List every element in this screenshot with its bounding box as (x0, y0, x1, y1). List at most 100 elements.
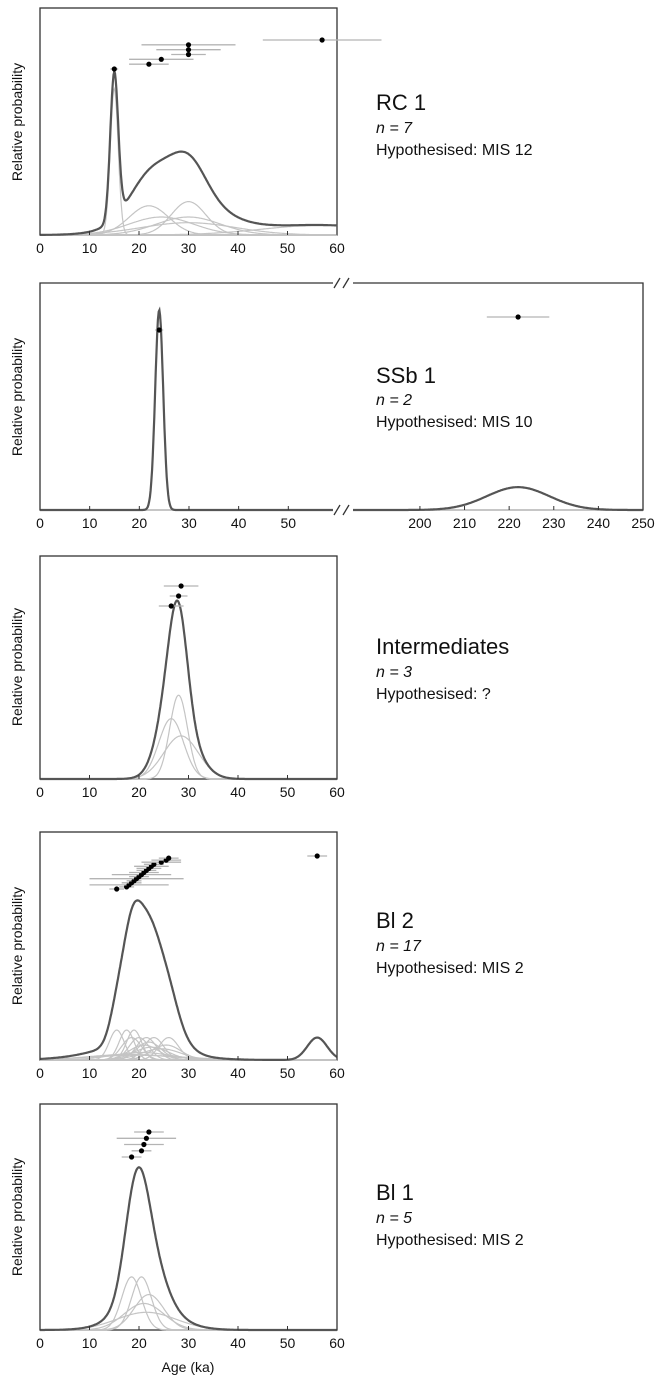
age-point (111, 66, 117, 72)
y-axis-label: Relative probability (9, 1158, 25, 1276)
panel-rc1: Relative probability 0 10 20 30 40 50 60 RC 1 … (9, 7, 533, 256)
axis-break-marks (333, 276, 353, 517)
x-tick-label: 40 (230, 784, 246, 800)
x-tick-label: 50 (280, 1335, 296, 1351)
age-point (141, 1141, 147, 1148)
x-axis-ticks: 0 10 20 30 40 50 60 (36, 1326, 345, 1351)
age-point (114, 886, 120, 892)
x-tick-label: 20 (131, 240, 147, 256)
age-point (178, 583, 184, 589)
individual-age-curve (40, 694, 337, 780)
plot-frame (39, 282, 644, 511)
x-tick-label: 30 (181, 515, 197, 531)
x-tick-label: 10 (82, 240, 98, 256)
age-point (158, 859, 164, 865)
x-axis-ticks: 0 10 20 30 40 50 60 (36, 1056, 345, 1081)
plot-marks (39, 853, 338, 1061)
x-axis-label: Age (ka) (162, 1359, 215, 1375)
x-tick-label: 40 (230, 240, 246, 256)
plot-marks (40, 306, 643, 512)
age-point (138, 1148, 145, 1154)
age-point (515, 314, 521, 320)
x-tick-label: 50 (280, 784, 296, 800)
x-tick-label: 30 (181, 1335, 197, 1351)
x-tick-label: 10 (82, 784, 98, 800)
x-tick-label: 30 (181, 784, 197, 800)
x-tick-label: 20 (131, 784, 147, 800)
age-point (185, 42, 192, 48)
plot-frame (39, 1103, 338, 1331)
panel-title: SSb 1 (376, 363, 436, 388)
x-axis-ticks: 0 10 20 30 40 50 60 (36, 231, 345, 256)
individual-age-curve (40, 1294, 337, 1331)
hypothesis-label: Hypothesised: MIS 2 (376, 960, 524, 977)
plot-marks (40, 37, 382, 236)
summed-probability-curve (40, 68, 338, 236)
x-tick-label: 20 (131, 1065, 147, 1081)
summed-probability-curve (40, 306, 643, 512)
x-tick-label: 50 (280, 1065, 296, 1081)
panel-bl1: Relative probability 0 10 20 30 40 50 60 Bl 1 … (9, 1103, 524, 1375)
panel-ssb1: Relative probability 0 10 20 30 40 50 200 210 22… (9, 276, 655, 531)
x-tick-label: 30 (181, 240, 197, 256)
sample-count: n = 2 (376, 392, 412, 409)
age-point (129, 1154, 135, 1160)
x-tick-label: 230 (542, 515, 566, 531)
y-axis-label: Relative probability (9, 887, 25, 1005)
x-tick-label: 40 (230, 1335, 246, 1351)
age-point (176, 593, 182, 599)
x-tick-label: 40 (231, 515, 247, 531)
plot-frame (39, 831, 338, 1061)
age-point (146, 1129, 152, 1135)
age-point (151, 861, 157, 867)
panel-title: RC 1 (376, 90, 426, 115)
hypothesis-label: Hypothesised: ? (376, 686, 491, 703)
age-point (146, 61, 152, 67)
individual-age-curve (40, 718, 337, 780)
x-tick-label: 200 (408, 515, 432, 531)
sample-count: n = 17 (376, 938, 422, 955)
x-tick-label: 250 (631, 515, 655, 531)
x-tick-label: 50 (280, 240, 296, 256)
summed-probability-curve (40, 1166, 337, 1332)
x-tick-label: 0 (36, 240, 44, 256)
x-tick-label: 210 (453, 515, 477, 531)
x-tick-label: 60 (329, 1335, 345, 1351)
panel-title: Intermediates (376, 634, 509, 659)
x-axis-ticks: 0 10 20 30 40 50 200 210 220 230 240 250 (36, 506, 655, 531)
individual-age-curve (40, 1276, 337, 1331)
x-tick-label: 220 (497, 515, 521, 531)
age-point (185, 51, 192, 58)
x-axis-ticks: 0 10 20 30 40 50 60 (36, 775, 345, 800)
x-tick-label: 0 (36, 784, 44, 800)
x-tick-label: 10 (82, 515, 98, 531)
hypothesis-label: Hypothesised: MIS 2 (376, 1232, 524, 1249)
hypothesis-label: Hypothesised: MIS 10 (376, 414, 533, 431)
summed-probability-curve (40, 599, 337, 781)
x-tick-label: 10 (82, 1065, 98, 1081)
x-tick-label: 20 (132, 515, 148, 531)
x-tick-label: 10 (82, 1335, 98, 1351)
panel-bl2: Relative probability 0 10 20 30 40 50 60 Bl 2 … (9, 831, 524, 1081)
age-point (168, 603, 174, 609)
y-axis-label: Relative probability (9, 63, 25, 181)
individual-age-curve (40, 308, 643, 511)
plot-marks (40, 583, 337, 781)
age-point (314, 853, 320, 859)
panel-title: Bl 1 (376, 1180, 414, 1205)
sample-count: n = 3 (376, 664, 412, 681)
individual-age-curve (40, 201, 337, 236)
panel-title: Bl 2 (376, 908, 414, 933)
summed-probability-curve (39, 899, 338, 1061)
x-tick-label: 0 (36, 515, 44, 531)
age-point (143, 1135, 149, 1141)
plot-marks (40, 1129, 337, 1332)
panel-intermediates: Relative probability 0 10 20 30 40 50 60 Inter… (9, 555, 509, 800)
individual-age-curve (40, 86, 337, 236)
x-tick-label: 20 (131, 1335, 147, 1351)
x-tick-label: 60 (329, 1065, 345, 1081)
hypothesis-label: Hypothesised: MIS 12 (376, 142, 533, 159)
x-tick-label: 60 (329, 240, 345, 256)
sample-count: n = 5 (376, 1210, 412, 1227)
plot-frame (39, 7, 338, 236)
